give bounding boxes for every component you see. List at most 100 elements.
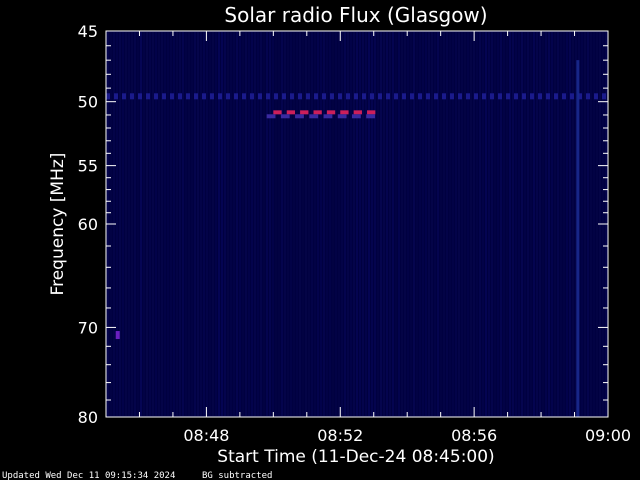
burst-dash [337,114,347,119]
burst-dash [286,110,296,115]
band-dash [370,93,374,100]
band-dash [298,93,302,100]
band-dash [418,93,422,100]
y-axis-ticks: 45 50 55 60 70 80 [78,22,608,427]
x-axis-label: Start Time (11-Dec-24 08:45:00) [217,447,494,467]
footer-updated: Updated Wed Dec 11 09:15:34 2024 [2,471,175,480]
band-dash [402,93,406,100]
band-dash [594,93,598,100]
x-tick-label: 09:00 [585,426,631,445]
band-dash [154,93,158,100]
band-dash [306,93,310,100]
burst-dash [266,114,276,119]
band-dash [570,93,574,100]
burst-dash [351,114,361,119]
burst-dash [340,110,349,115]
band-dash [602,93,606,100]
noise-streaks [107,32,607,416]
band-dash [506,93,510,100]
burst-features [106,60,606,417]
band-dash [386,93,390,100]
band-dash [410,93,414,100]
band-dash [466,93,470,100]
band-dash [194,93,198,100]
band-dash [362,93,366,100]
band-dash [442,93,446,100]
burst-dash [295,114,304,119]
y-tick-label: 80 [78,408,98,427]
burst-dash [367,110,376,115]
band-dash [554,93,558,100]
burst-dash [353,110,362,115]
footer-note: BG subtracted [202,471,272,480]
burst-dash [300,110,309,115]
x-axis-ticks: 08:48 08:52 08:56 09:00 [138,31,631,445]
band-dash [234,93,238,100]
band-dash [282,93,286,100]
band-dash [314,93,318,100]
burst-dash [326,110,336,115]
y-tick-label: 60 [78,215,98,234]
y-tick-label: 45 [78,22,98,41]
burst-dash [313,110,322,115]
band-dash [482,93,486,100]
y-axis-label: Frequency [MHz] [48,153,68,296]
y-tick-label: 70 [78,318,98,337]
band-dash [498,93,502,100]
band-dash [490,93,494,100]
band-dash [458,93,462,100]
band-dash [258,93,262,100]
band-dash [162,93,166,100]
band-dash [178,93,182,100]
band-dash [522,93,526,100]
band-dash [202,93,206,100]
band-dash [514,93,518,100]
band-dash [354,93,358,100]
band-dash [146,93,150,100]
x-tick-label: 08:48 [183,426,229,445]
band-dash [538,93,542,100]
burst-spot [115,331,120,340]
band-dash [322,93,326,100]
band-dash [394,93,398,100]
band-dash [546,93,550,100]
band-dash [290,93,294,100]
y-tick-label: 50 [78,93,98,112]
band-dash [170,93,174,100]
band-dash [226,93,230,100]
burst-dash [280,114,290,119]
band-dash [218,93,222,100]
band-dash [186,93,190,100]
x-tick-label: 08:56 [451,426,497,445]
band-dash [346,93,350,100]
burst-dash [323,114,333,119]
band-dash [378,93,382,100]
band-dash [474,93,478,100]
band-dash [138,93,142,100]
band-dash [586,93,590,100]
burst-dash [309,114,319,119]
band-dash [106,93,110,100]
band-dash [122,93,126,100]
y-tick-label: 55 [78,157,98,176]
chart-title: Solar radio Flux (Glasgow) [224,3,487,27]
burst-dash [366,114,376,119]
band-dash [426,93,430,100]
burst-dash [273,110,282,115]
band-dash [530,93,534,100]
x-tick-label: 08:52 [317,426,363,445]
band-dash [274,93,278,100]
band-dash [562,93,566,100]
band-dash [266,93,270,100]
band-dash [578,93,582,100]
band-dash [338,93,342,100]
band-dash [114,93,118,100]
band-dash [250,93,254,100]
band-dash [450,93,454,100]
band-dash [242,93,246,100]
band-dash [330,93,334,100]
band-dash [130,93,134,100]
band-dash [210,93,214,100]
band-dash [434,93,438,100]
